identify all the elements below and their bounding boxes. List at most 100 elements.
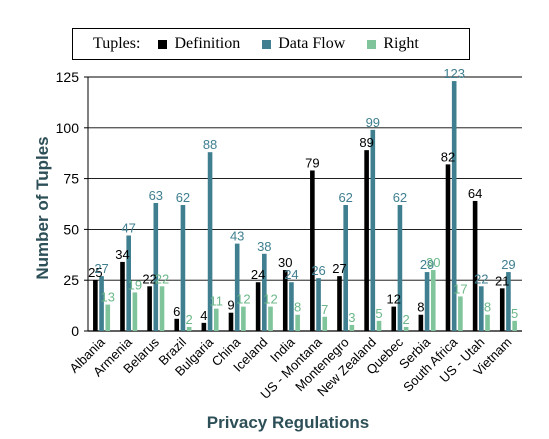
bar-right-11 xyxy=(403,326,409,331)
bar-right-15 xyxy=(512,320,517,331)
data-label-definition-10: 89 xyxy=(359,135,373,150)
data-label-data-flow-15: 29 xyxy=(501,257,515,272)
y-tick-label-1: 25 xyxy=(63,272,79,288)
data-label-data-flow-9: 62 xyxy=(338,190,352,205)
data-label-definition-11: 12 xyxy=(387,292,401,307)
data-label-data-flow-12: 29 xyxy=(420,257,434,272)
bar-right-9 xyxy=(349,324,355,331)
data-label-right-1: 19 xyxy=(128,277,142,292)
bar-right-2 xyxy=(159,286,165,331)
data-label-right-8: 7 xyxy=(321,302,328,317)
data-label-data-flow-10: 99 xyxy=(366,115,380,130)
bar-definition-2 xyxy=(147,286,152,331)
bar-right-0 xyxy=(105,304,111,331)
legend-label-right: Right xyxy=(383,35,419,52)
bar-right-3 xyxy=(186,326,192,331)
bar-data-flow-12 xyxy=(424,272,430,331)
data-label-right-15: 5 xyxy=(511,306,518,321)
bar-data-flow-9 xyxy=(343,205,348,331)
data-label-right-6: 12 xyxy=(263,292,277,307)
bar-definition-15 xyxy=(499,288,505,331)
data-label-data-flow-6: 38 xyxy=(257,239,271,254)
bar-right-6 xyxy=(268,306,273,331)
data-label-data-flow-4: 88 xyxy=(203,137,217,152)
data-label-right-2: 22 xyxy=(155,271,169,286)
bar-definition-12 xyxy=(418,314,424,331)
y-axis-ticks: 0 25 50 75 100 125 xyxy=(56,69,89,339)
bar-data-flow-14 xyxy=(479,286,484,331)
bar-data-flow-15 xyxy=(506,272,511,331)
bar-data-flow-6 xyxy=(262,253,267,331)
bar-data-flow-2 xyxy=(153,202,159,331)
legend-swatch-data-flow xyxy=(262,39,272,49)
data-label-definition-2: 22 xyxy=(142,271,156,286)
y-tick-label-4: 100 xyxy=(56,120,80,136)
bar-definition-1 xyxy=(120,261,125,331)
data-label-definition-15: 21 xyxy=(495,273,509,288)
bar-right-13 xyxy=(458,296,463,331)
bar-data-flow-10 xyxy=(370,129,376,331)
legend-item-definition: Definition xyxy=(158,35,240,53)
bar-right-4 xyxy=(213,308,219,331)
legend-title: Tuples: xyxy=(93,35,141,52)
bar-data-flow-8 xyxy=(316,278,321,331)
data-label-right-9: 3 xyxy=(348,310,355,325)
data-label-data-flow-2: 63 xyxy=(149,188,163,203)
data-label-right-11: 2 xyxy=(403,312,410,327)
legend-item-data-flow: Data Flow xyxy=(262,35,345,53)
bar-data-flow-5 xyxy=(234,243,240,331)
data-label-definition-3: 6 xyxy=(173,304,180,319)
data-label-definition-5: 9 xyxy=(227,298,234,313)
data-label-definition-14: 64 xyxy=(468,186,482,201)
bar-definition-10 xyxy=(364,150,369,331)
data-label-definition-1: 34 xyxy=(115,247,129,262)
x-axis-ticks: AlbaniaArmeniaBelarusBrazilBulgariaChina… xyxy=(66,334,514,402)
bar-right-8 xyxy=(322,316,328,331)
data-label-right-10: 5 xyxy=(375,306,382,321)
bar-definition-9 xyxy=(337,276,342,331)
bar-definition-3 xyxy=(174,318,180,331)
data-label-right-12: 30 xyxy=(426,255,440,270)
data-label-definition-9: 27 xyxy=(332,261,346,276)
data-label-right-5: 12 xyxy=(236,292,250,307)
legend-item-right: Right xyxy=(367,35,419,53)
bar-right-7 xyxy=(295,314,300,331)
bar-data-flow-0 xyxy=(99,276,104,331)
data-label-data-flow-13: 123 xyxy=(443,66,465,81)
y-tick-label-2: 50 xyxy=(63,221,79,237)
bar-definition-13 xyxy=(445,164,451,331)
data-label-right-13: 17 xyxy=(453,281,467,296)
bar-definition-4 xyxy=(201,322,207,331)
data-label-definition-12: 8 xyxy=(417,300,424,315)
data-label-data-flow-3: 62 xyxy=(176,190,190,205)
y-axis-label: Number of Tuples xyxy=(33,136,52,279)
legend: Tuples: Definition Data Flow Right xyxy=(72,28,470,60)
bar-definition-14 xyxy=(472,200,478,331)
bar-data-flow-4 xyxy=(207,152,213,331)
bar-data-flow-7 xyxy=(289,282,294,331)
bar-definition-6 xyxy=(255,282,261,331)
legend-swatch-right xyxy=(367,39,377,49)
data-label-data-flow-8: 26 xyxy=(311,263,325,278)
legend-label-data-flow: Data Flow xyxy=(278,35,346,52)
bar-right-1 xyxy=(132,292,138,331)
bar-right-5 xyxy=(241,306,246,331)
y-tick-label-3: 75 xyxy=(63,171,79,187)
data-label-data-flow-0: 27 xyxy=(94,261,108,276)
data-label-data-flow-1: 47 xyxy=(121,220,135,235)
legend-label-definition: Definition xyxy=(174,35,241,52)
bar-data-flow-13 xyxy=(451,81,457,332)
y-tick-label-0: 0 xyxy=(71,323,79,339)
data-label-right-14: 8 xyxy=(484,300,491,315)
bar-definition-11 xyxy=(391,306,397,331)
data-label-definition-7: 30 xyxy=(278,255,292,270)
bar-data-flow-3 xyxy=(180,205,186,331)
bar-right-10 xyxy=(376,320,382,331)
data-label-definition-4: 4 xyxy=(200,308,207,323)
data-label-definition-8: 79 xyxy=(305,155,319,170)
bar-definition-8 xyxy=(310,170,315,331)
data-label-definition-0: 25 xyxy=(88,265,102,280)
bar-definition-5 xyxy=(228,312,234,331)
